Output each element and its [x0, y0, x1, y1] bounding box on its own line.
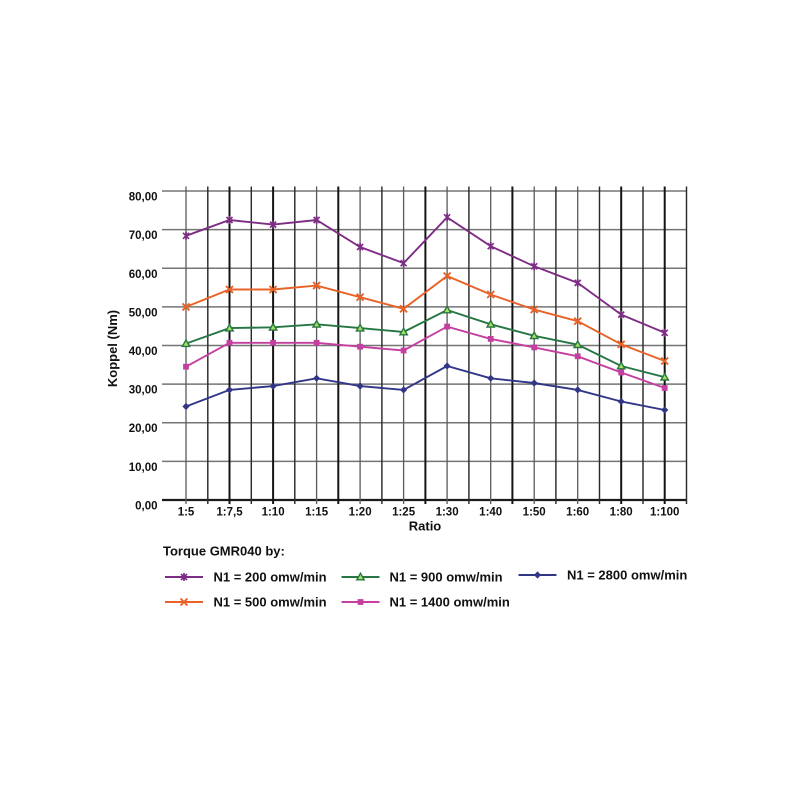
svg-text:1:25: 1:25 [392, 507, 416, 519]
svg-text:20,00: 20,00 [129, 423, 158, 435]
svg-text:N1 = 2800 omw/min: N1 = 2800 omw/min [567, 568, 687, 583]
svg-text:N1 = 1400 omw/min: N1 = 1400 omw/min [390, 595, 510, 610]
svg-text:1:80: 1:80 [610, 507, 633, 519]
svg-text:Koppel (Nm): Koppel (Nm) [105, 310, 120, 387]
svg-text:Torque GMR040 by:: Torque GMR040 by: [163, 544, 285, 559]
svg-text:80,00: 80,00 [129, 192, 158, 204]
svg-text:70,00: 70,00 [129, 230, 158, 242]
svg-text:1:50: 1:50 [523, 507, 546, 519]
svg-text:N1 = 500 omw/min: N1 = 500 omw/min [214, 595, 327, 610]
svg-text:1:60: 1:60 [566, 507, 589, 519]
svg-text:1:5: 1:5 [178, 507, 195, 519]
svg-text:1:30: 1:30 [436, 507, 459, 519]
svg-text:50,00: 50,00 [129, 307, 158, 319]
svg-text:30,00: 30,00 [129, 385, 158, 397]
svg-text:10,00: 10,00 [129, 462, 158, 474]
svg-text:N1 = 900 omw/min: N1 = 900 omw/min [390, 570, 503, 585]
svg-text:1:15: 1:15 [305, 507, 329, 519]
svg-text:1:100: 1:100 [650, 507, 679, 519]
svg-text:1:7,5: 1:7,5 [216, 507, 243, 519]
svg-text:40,00: 40,00 [129, 346, 158, 358]
svg-text:1:10: 1:10 [262, 507, 285, 519]
svg-text:0,00: 0,00 [135, 501, 157, 513]
svg-text:1:40: 1:40 [479, 507, 502, 519]
svg-text:Ratio: Ratio [409, 519, 442, 534]
svg-text:N1 = 200 omw/min: N1 = 200 omw/min [214, 570, 327, 585]
svg-text:60,00: 60,00 [129, 269, 158, 281]
svg-text:1:20: 1:20 [349, 507, 372, 519]
